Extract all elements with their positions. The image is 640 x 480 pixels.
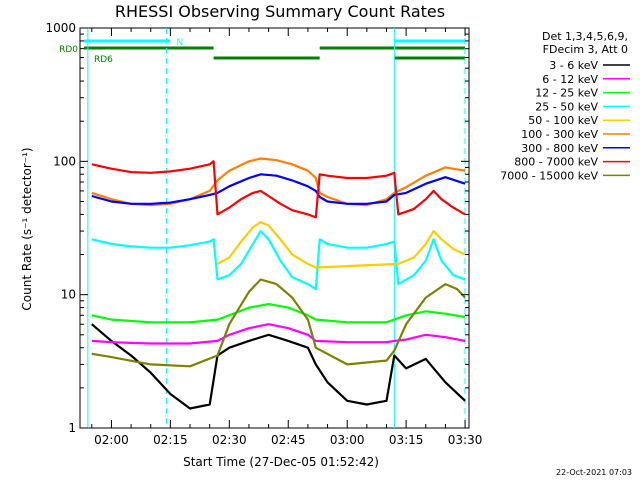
x-axis-title: Start Time (27-Dec-05 01:52:42)	[183, 455, 379, 469]
state-label-n: N	[176, 38, 183, 48]
series-line-s50_100	[216, 221, 466, 269]
state-label-rd0: RD0	[59, 45, 78, 55]
x-tick-label: 03:15	[389, 433, 424, 447]
y-axis-title: Count Rate (s⁻¹ detector⁻¹)	[20, 147, 34, 310]
series-line-s800_7000	[91, 160, 466, 219]
y-tick-label: 1000	[45, 21, 76, 35]
x-tick-label: 02:00	[94, 433, 129, 447]
legend-label-s3_6: 3 - 6 keV	[549, 59, 598, 72]
state-bars: N RD0 RD6	[59, 38, 465, 65]
axes: 1 10 100 1000 02:00 02:15 02:30 02:45 03:00 03:15…	[45, 21, 482, 447]
legend-label-s6_12: 6 - 12 keV	[542, 73, 598, 86]
series-line-s6_12	[91, 323, 466, 345]
legend-header-line: Det 1,3,4,5,6,9,	[542, 30, 628, 43]
legend-label-s7000_15000: 7000 - 15000 keV	[500, 169, 598, 182]
series-line-s3_6	[91, 323, 466, 410]
state-label-rd6: RD6	[94, 55, 113, 65]
legend-label-s12_25: 12 - 25 keV	[535, 87, 598, 100]
legend-label-s25_50: 25 - 50 keV	[535, 100, 598, 113]
y-tick-label: 1	[68, 421, 76, 435]
series-layer	[91, 157, 466, 410]
legend-label-s100_300: 100 - 300 keV	[521, 128, 598, 141]
legend-label-s800_7000: 800 - 7000 keV	[514, 156, 598, 169]
legend: Det 1,3,4,5,6,9,FDecim 3, Att 0 3 - 6 keV…	[500, 30, 630, 182]
plot-area	[79, 27, 470, 429]
x-tick-label: 02:45	[271, 433, 306, 447]
legend-label-s300_800: 300 - 800 keV	[521, 142, 598, 155]
legend-header-line: FDecim 3, Att 0	[543, 43, 628, 56]
footer-timestamp: 22-Oct-2021 07:03	[556, 468, 632, 477]
x-tick-label: 02:15	[153, 433, 188, 447]
y-tick-label: 10	[61, 288, 76, 302]
plot-frame	[79, 27, 470, 429]
chart-title: RHESSI Observing Summary Count Rates	[115, 2, 445, 21]
series-line-s12_25	[91, 303, 466, 324]
legend-label-s50_100: 50 - 100 keV	[528, 114, 598, 127]
x-tick-label: 03:30	[448, 433, 483, 447]
series-line-s25_50	[91, 230, 466, 291]
y-tick-label: 100	[53, 154, 76, 168]
series-line-s100_300	[91, 157, 466, 207]
x-tick-label: 02:30	[212, 433, 247, 447]
x-tick-label: 03:00	[330, 433, 365, 447]
series-line-s7000_15000	[91, 278, 466, 368]
series-line-s300_800	[91, 173, 466, 205]
